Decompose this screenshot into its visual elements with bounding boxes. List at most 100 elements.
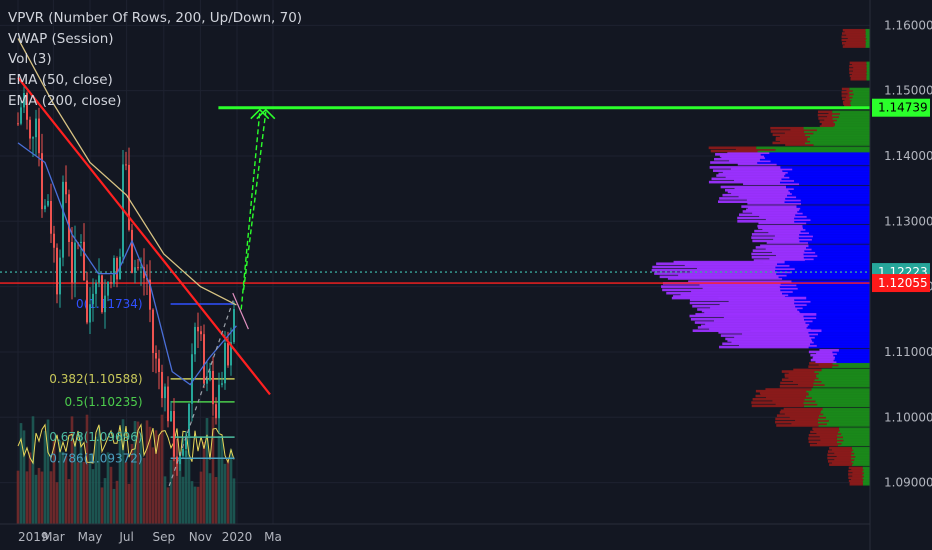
candle-body (41, 153, 43, 210)
vpvr-up-row (808, 393, 870, 396)
vpvr-up-row (851, 99, 870, 102)
vpvr-down-row (734, 335, 815, 339)
candle-body (44, 205, 46, 210)
vpvr-down-row (808, 440, 837, 444)
volume-bar (133, 421, 137, 524)
vpvr-down-row (768, 231, 809, 235)
vpvr-up-row (818, 376, 870, 380)
vpvr-down-row (850, 76, 867, 79)
price-tick-2: 1.14000 (884, 149, 932, 163)
vpvr-up-row (866, 40, 870, 43)
vpvr-down-row (738, 344, 817, 347)
vpvr-down-row (842, 97, 850, 101)
vpvr-up-row (811, 247, 870, 251)
vpvr-up-row (836, 440, 870, 444)
vpvr-up-row (814, 335, 870, 339)
candle-body (92, 293, 94, 305)
vpvr-up-row (816, 313, 870, 316)
vpvr-down-row (783, 407, 823, 411)
fib-label-3: 0.678(1.09696) (49, 430, 142, 444)
volume-bar (61, 451, 65, 524)
candle-body (164, 386, 166, 399)
vpvr-down-row (841, 32, 866, 35)
vpvr-down-row (849, 61, 867, 65)
vpvr-down-row (725, 175, 790, 179)
vpvr-down-row (715, 153, 761, 156)
legend-ema200[interactable]: EMA (200, close) (8, 92, 122, 109)
trendlines[interactable] (17, 76, 271, 487)
ema50-line (17, 142, 237, 386)
vpvr-up-row (794, 298, 870, 301)
vpvr-down-row (713, 319, 813, 323)
vpvr-down-row (819, 125, 834, 128)
vpvr-down-row (724, 313, 817, 316)
vpvr-up-row (812, 234, 870, 238)
price-label-bg-0 (872, 98, 930, 117)
vpvr-down-row (730, 167, 793, 171)
vpvr-up-row (852, 95, 870, 99)
price-axis[interactable]: 1.160001.150001.140001.130001.120001.110… (869, 0, 932, 550)
legend-vwap[interactable]: VWAP (Session) (8, 30, 114, 47)
volume-bar (169, 459, 173, 524)
vpvr-down-row (741, 205, 797, 208)
volume-bar (94, 436, 98, 524)
vpvr-down-row (752, 398, 805, 401)
candle-body (170, 411, 172, 422)
fib-label-2: 0.5(1.10235) (65, 395, 143, 409)
vpvr-up-row (862, 479, 870, 483)
vpvr-down-row (725, 337, 812, 341)
vpvr-down-row (776, 414, 819, 417)
indicator-legend: VPVR (Number Of Rows, 200, Up/Down, 70) … (8, 8, 302, 112)
vpvr-down-row (813, 355, 836, 359)
vpvr-down-row (689, 298, 795, 301)
vpvr-up-row (836, 437, 870, 440)
legend-volume[interactable]: Vol (3) (8, 51, 52, 68)
legend-ema50[interactable]: EMA (50, close) (8, 72, 113, 89)
vpvr-up-row (795, 304, 870, 308)
vpvr-up-row (784, 295, 870, 298)
candle-body (200, 331, 202, 335)
vpvr-down-row (819, 120, 834, 123)
vpvr-up-row (843, 438, 870, 442)
vpvr-down-row (834, 458, 855, 462)
vpvr-up-row (865, 45, 870, 48)
vpvr-down-row (851, 73, 867, 76)
candle-body (167, 386, 169, 422)
vpvr-down-row (742, 210, 798, 213)
vpvr-down-row (697, 326, 807, 329)
vpvr-up-row (775, 148, 870, 151)
vpvr-down-row (718, 172, 786, 176)
vpvr-down-row (765, 218, 811, 221)
candle-body (104, 295, 106, 313)
vpvr-up-row (809, 322, 870, 326)
volume-bar (151, 447, 155, 524)
vpvr-down-row (827, 115, 839, 119)
vpvr-up-row (832, 110, 870, 114)
volume-bar (112, 488, 116, 524)
vpvr-up-row (851, 456, 870, 460)
vpvr-up-row (834, 357, 870, 360)
legend-vpvr[interactable]: VPVR (Number Of Rows, 200, Up/Down, 70) (8, 10, 303, 26)
vpvr-down-row (751, 252, 804, 256)
vpvr-down-row (813, 429, 840, 432)
candle-body (131, 229, 133, 273)
time-tick-4: Sep (152, 530, 175, 544)
vpvr-down-row (739, 213, 796, 217)
fib-retracement[interactable]: 0(1.11734) 0.382(1.10588) 0.5(1.10235) 0.67… (49, 297, 235, 465)
candle-body (29, 119, 31, 139)
vpvr-up-row (865, 41, 870, 45)
price-tick-5: 1.11000 (884, 345, 932, 359)
vpvr-down-row (793, 368, 822, 372)
vpvr-down-row (772, 399, 816, 403)
target-arrows[interactable] (240, 108, 276, 310)
vpvr-down-row (776, 424, 819, 427)
vpvr-down-row (784, 375, 817, 378)
vpvr-down-row (819, 349, 839, 352)
vpvr-up-row (799, 233, 870, 236)
ema200-line (17, 38, 237, 306)
vpvr-down-row (742, 332, 819, 336)
volume-bar (85, 414, 89, 524)
